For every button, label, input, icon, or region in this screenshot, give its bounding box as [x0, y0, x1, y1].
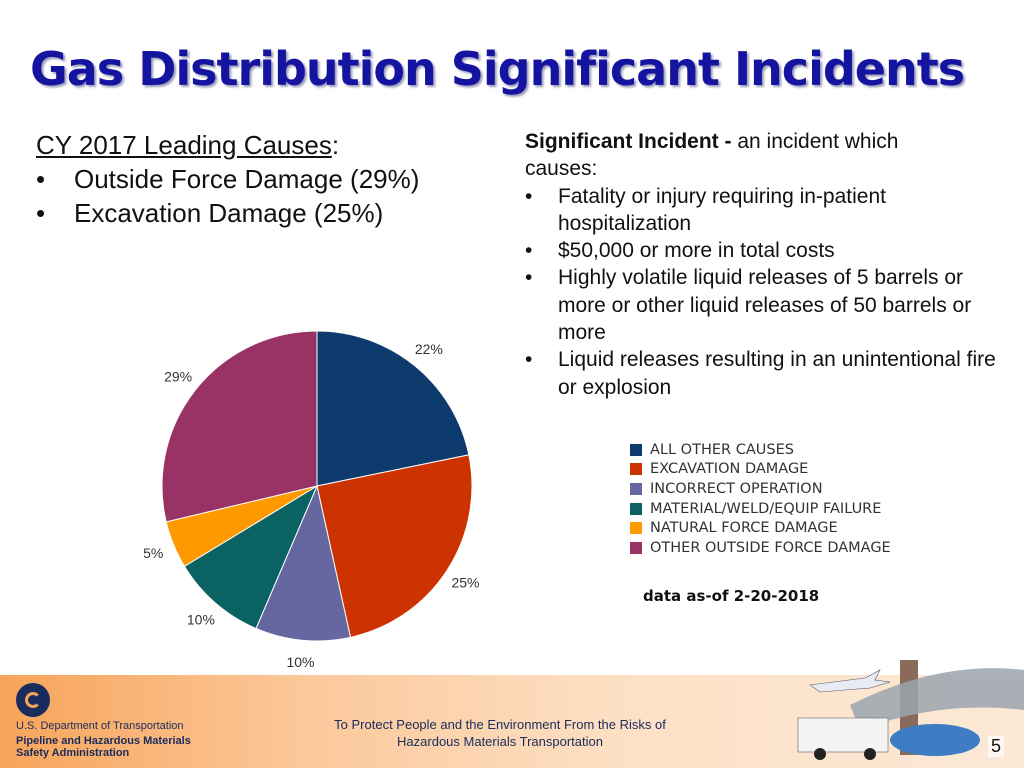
definition-item: Liquid releases resulting in an unintent…	[525, 346, 1015, 401]
significant-incident-definition: Significant Incident - an incident which…	[525, 128, 1015, 401]
mission-line2: Hazardous Materials Transportation	[397, 734, 603, 749]
transportation-illustration	[797, 660, 1024, 760]
slice-percent-label: 29%	[164, 368, 192, 384]
slide-title: Gas Distribution Significant Incidents	[30, 42, 965, 96]
cause-item: • Outside Force Damage (29%)	[36, 162, 419, 196]
cause-pct: (29%)	[350, 164, 420, 194]
slice-percent-label: 22%	[415, 341, 443, 357]
pie-slice	[161, 330, 318, 523]
pie-slice	[183, 484, 319, 630]
legend-item: OTHER OUTSIDE FORCE DAMAGE	[630, 538, 891, 558]
legend-swatch	[630, 502, 642, 515]
legend-label: EXCAVATION DAMAGE	[650, 461, 809, 478]
agency-name: Pipeline and Hazardous Materials Safety …	[16, 735, 191, 759]
legend-label: NATURAL FORCE DAMAGE	[650, 520, 838, 537]
bullet: •	[36, 198, 46, 228]
legend-swatch	[630, 443, 642, 456]
definition-item: $50,000 or more in total costs	[525, 237, 1015, 265]
cause-item: • Excavation Damage (25%)	[36, 196, 419, 230]
truck-shape	[797, 717, 889, 753]
pie-slice	[316, 454, 473, 638]
agency-block: U.S. Department of Transportation Pipeli…	[16, 720, 191, 759]
pie-slice	[316, 330, 470, 487]
pie-chart-svg: 22% 25% 10% 10% 5% 29%	[143, 330, 480, 670]
definition-list: Fatality or injury requiring in-patient …	[525, 183, 1015, 401]
legend-swatch	[630, 463, 642, 476]
tanker-shape	[890, 724, 980, 756]
cause-label: Excavation Damage	[74, 198, 307, 228]
definition-item: Fatality or injury requiring in-patient …	[525, 183, 1015, 238]
slice-percent-label: 25%	[451, 574, 479, 590]
legend-swatch	[630, 522, 642, 535]
cause-label: Outside Force Damage	[74, 164, 343, 194]
mission-line1: To Protect People and the Environment Fr…	[334, 717, 666, 732]
department-name: U.S. Department of Transportation	[16, 720, 184, 732]
data-as-of-note: data as-of 2-20-2018	[643, 587, 820, 605]
definition-intro-first: an incident which	[731, 130, 899, 153]
definition-intro: Significant Incident - an incident which…	[525, 128, 1015, 183]
slice-percent-label: 10%	[286, 654, 314, 670]
chart-legend: ALL OTHER CAUSES EXCAVATION DAMAGE INCORRE…	[630, 440, 891, 558]
wheel-icon	[864, 748, 876, 760]
legend-item: INCORRECT OPERATION	[630, 479, 891, 499]
causes-heading-text: CY 2017 Leading Causes	[36, 130, 332, 160]
legend-label: OTHER OUTSIDE FORCE DAMAGE	[650, 539, 891, 556]
cause-pct: (25%)	[313, 198, 384, 228]
agency-name-line2: Safety Administration	[16, 747, 130, 759]
legend-item: ALL OTHER CAUSES	[630, 440, 891, 460]
legend-item: NATURAL FORCE DAMAGE	[630, 518, 891, 538]
legend-item: MATERIAL/WELD/EQUIP FAILURE	[630, 499, 891, 519]
definition-intro-rest: causes:	[525, 157, 598, 181]
definition-item: Highly volatile liquid releases of 5 bar…	[525, 264, 1015, 346]
leading-causes: CY 2017 Leading Causes: • Outside Force …	[36, 128, 419, 230]
pie-slice	[255, 484, 352, 642]
wheel-icon	[814, 748, 826, 760]
airplane-icon	[809, 669, 891, 693]
pipeline-shape	[850, 668, 1024, 730]
causes-heading: CY 2017 Leading Causes:	[36, 128, 419, 162]
legend-label: INCORRECT OPERATION	[650, 480, 823, 497]
legend-item: EXCAVATION DAMAGE	[630, 460, 891, 480]
dot-logo-icon	[16, 683, 50, 717]
bullet: •	[36, 164, 46, 194]
definition-term: Significant Incident -	[525, 130, 732, 153]
mission-statement: To Protect People and the Environment Fr…	[300, 716, 700, 750]
legend-label: ALL OTHER CAUSES	[650, 441, 794, 458]
legend-swatch	[630, 482, 642, 495]
agency-name-line1: Pipeline and Hazardous Materials	[16, 735, 191, 747]
legend-label: MATERIAL/WELD/EQUIP FAILURE	[650, 500, 882, 517]
legend-swatch	[630, 541, 642, 554]
slice-percent-label: 5%	[143, 545, 163, 561]
slice-percent-label: 10%	[187, 612, 215, 628]
causes-heading-colon: :	[331, 130, 340, 160]
page-number: 5	[987, 736, 1004, 757]
pie-chart: 22% 25% 10% 10% 5% 29%	[130, 320, 510, 670]
